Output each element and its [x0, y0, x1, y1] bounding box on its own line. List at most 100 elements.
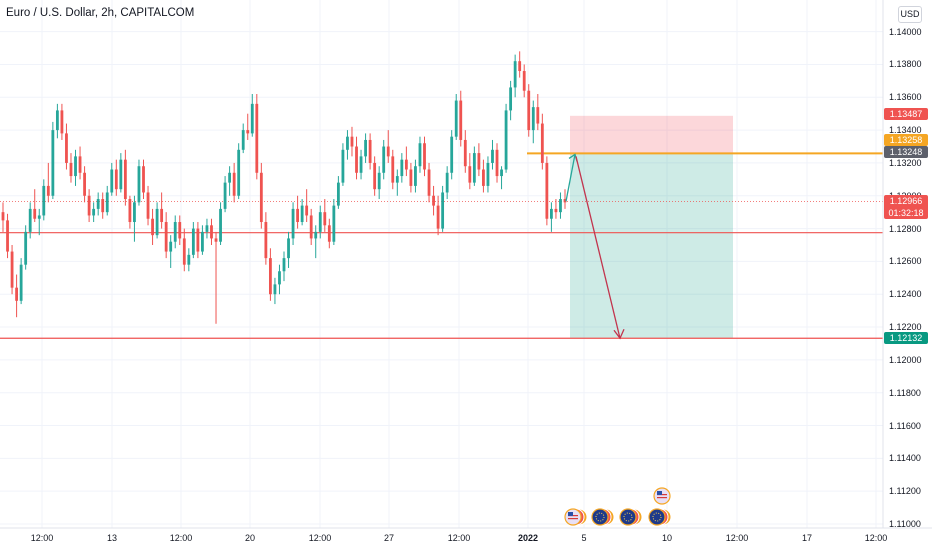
y-tick-label: 1.14000: [889, 26, 922, 37]
candle-body: [355, 146, 358, 173]
candle-body: [382, 146, 386, 173]
candle-body: [531, 107, 535, 131]
eu-flag-icon[interactable]: [619, 508, 637, 526]
candle-body: [445, 172, 449, 193]
candle-body: [341, 149, 345, 183]
candle-body: [15, 287, 19, 301]
y-tick-label: 1.13400: [889, 125, 922, 136]
candle-body: [513, 61, 517, 88]
price-tag-value: 1.12132: [889, 333, 923, 343]
chart-title: Euro / U.S. Dollar, 2h, CAPITALCOM: [6, 7, 195, 19]
candle-body: [278, 271, 281, 285]
currency-button[interactable]: USD: [898, 6, 922, 23]
candle-body: [69, 162, 73, 177]
chart-grid: [0, 0, 883, 528]
eu-flag-icon[interactable]: [591, 508, 609, 526]
eu-flag-icon[interactable]: [648, 508, 666, 526]
take-profit-zone[interactable]: [570, 153, 733, 339]
y-tick-label: 1.13800: [889, 59, 922, 70]
candle-body: [491, 149, 494, 163]
candle-body: [255, 103, 259, 173]
price-tag-value: 1.12966: [889, 196, 923, 206]
candle-body: [472, 153, 476, 183]
down-arrow[interactable]: [575, 156, 621, 339]
candle-body: [133, 202, 136, 223]
candle-body: [336, 182, 340, 206]
candle-body: [359, 156, 363, 173]
candle-body: [332, 205, 336, 242]
price-tag-value: 1.13258: [889, 135, 923, 145]
candle-body: [300, 205, 304, 223]
y-tick-label: 1.12600: [889, 256, 922, 267]
candle-body: [196, 228, 200, 252]
horizontal-lines[interactable]: [0, 152, 883, 339]
x-tick-label: 13: [106, 533, 118, 543]
candle-body: [414, 166, 417, 186]
y-tick-label: 1.11200: [889, 486, 921, 497]
flag-stripe: [657, 497, 667, 499]
candle-body: [169, 241, 173, 252]
candle-body: [454, 100, 458, 137]
candle-body: [418, 143, 422, 167]
y-tick-label: 1.11400: [889, 453, 921, 464]
candle-body: [368, 139, 372, 163]
candle-body: [409, 169, 413, 186]
trade-arrows[interactable]: [565, 153, 625, 340]
candle-body: [24, 231, 28, 265]
candle-body: [504, 110, 508, 170]
us-flag-icon[interactable]: [564, 508, 582, 526]
candle-body: [400, 159, 404, 177]
candle-body: [37, 215, 41, 219]
x-tick-label: 12:00: [308, 533, 332, 543]
candle-body: [210, 225, 213, 239]
candle-body: [314, 231, 318, 239]
candle-body: [46, 185, 50, 196]
candle-body: [554, 208, 558, 213]
us-flag-icon[interactable]: [653, 487, 671, 505]
candle-body: [19, 264, 23, 301]
candle-body: [123, 159, 127, 200]
candle-body: [187, 254, 191, 265]
candle-body: [110, 169, 114, 193]
candle-body: [214, 238, 218, 242]
x-tick-label: 12:00: [725, 533, 749, 543]
flag-canton: [657, 491, 662, 495]
y-tick-label: 1.12000: [889, 354, 922, 365]
candle-body: [151, 218, 154, 236]
candle-body: [142, 166, 145, 193]
flag-stars: [652, 512, 662, 522]
position-zones[interactable]: [570, 115, 733, 339]
candle-body: [522, 71, 526, 91]
candle-body: [468, 166, 472, 183]
candle-body: [191, 228, 195, 255]
candle-body: [250, 103, 254, 134]
candle-body: [477, 153, 481, 170]
candle-body: [55, 110, 59, 131]
candle-body: [6, 220, 9, 252]
up-arrow[interactable]: [565, 154, 576, 202]
candle-body: [549, 208, 553, 219]
candle-body: [268, 258, 272, 295]
stop-loss-zone[interactable]: [570, 115, 733, 154]
candle-body: [28, 208, 32, 232]
candle-body: [559, 199, 562, 213]
candle-body: [232, 172, 236, 196]
candle-body: [482, 169, 485, 186]
y-tick-label: 1.11000: [889, 519, 921, 529]
x-tick-label: 12:00: [30, 533, 54, 543]
candle-body: [545, 162, 549, 219]
candle-body: [486, 162, 490, 186]
candle-body: [391, 156, 395, 183]
candle-body: [246, 130, 250, 134]
candle-body: [173, 222, 177, 242]
event-markers[interactable]: [564, 487, 672, 526]
candle-body: [178, 222, 182, 239]
candle-body: [237, 149, 241, 196]
x-tick-label: 5: [581, 533, 587, 543]
x-tick-label: 10: [661, 533, 673, 543]
candle-body: [305, 205, 309, 216]
candle-body: [518, 61, 522, 72]
candle-body: [323, 212, 327, 226]
candle-body: [51, 130, 55, 196]
